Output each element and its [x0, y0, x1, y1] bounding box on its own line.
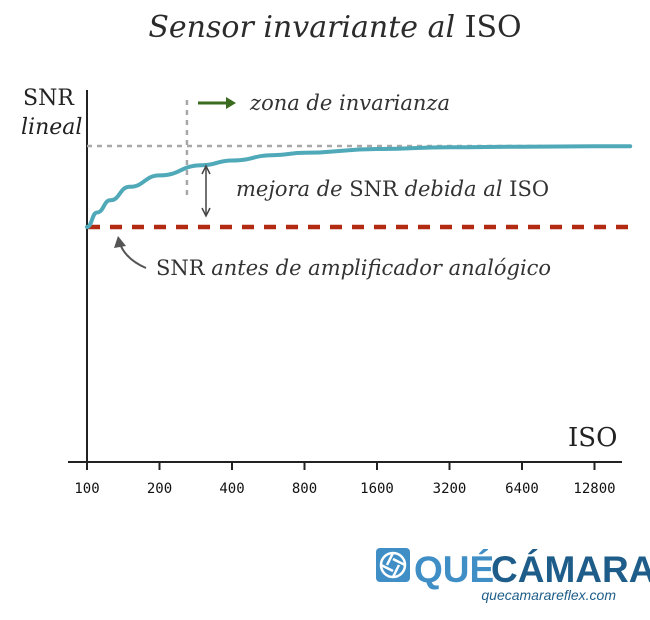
quecamara-logo: QUÉ CÁMARA quecamarareflex.com: [376, 548, 650, 603]
baseline-label-part: antes de amplificador analógico: [211, 256, 551, 280]
improvement-label-part-2: debida al: [405, 177, 503, 201]
x-ticks: 100 200 400 800 1600 3200 6400 12800: [74, 462, 616, 497]
x-tick-label: 12800: [573, 481, 615, 497]
improvement-label-part-1: mejora de: [236, 177, 343, 201]
invariance-zone-label: zona de invarianza: [249, 91, 450, 115]
snr-curve: [85, 144, 633, 229]
logo-url: quecamarareflex.com: [481, 587, 616, 603]
x-tick-label: 3200: [433, 481, 467, 497]
x-tick-label: 800: [292, 481, 317, 497]
baseline-label-snr: SNR: [156, 256, 206, 280]
aperture-logo-icon: [376, 548, 410, 582]
x-tick-label: 400: [219, 481, 244, 497]
curved-arrow-icon: [114, 236, 147, 269]
x-tick-label: 1600: [360, 481, 394, 497]
y-axis-label-bottom: lineal: [21, 115, 82, 140]
x-tick-label: 100: [74, 481, 99, 497]
invariance-arrow-icon: [198, 97, 236, 109]
x-axis-label: ISO: [568, 423, 617, 453]
improvement-label-snr: SNR: [349, 177, 399, 201]
improvement-double-arrow-icon: [201, 164, 211, 218]
baseline-label: SNR antes de amplificador analógico: [156, 256, 551, 280]
x-tick-label: 200: [147, 481, 172, 497]
y-axis-label-top: SNR: [23, 86, 75, 111]
logo-word-que: QUÉ: [414, 549, 494, 590]
improvement-label-iso: ISO: [509, 177, 549, 201]
title-italic-part: Sensor invariante al: [148, 10, 455, 45]
improvement-label: mejora de SNR debida al ISO: [236, 177, 549, 201]
logo-word-camara: CÁMARA: [491, 549, 650, 590]
title-iso-part: ISO: [465, 10, 522, 45]
chart-title: Sensor invariante al ISO: [148, 10, 521, 45]
x-tick-label: 6400: [505, 481, 539, 497]
